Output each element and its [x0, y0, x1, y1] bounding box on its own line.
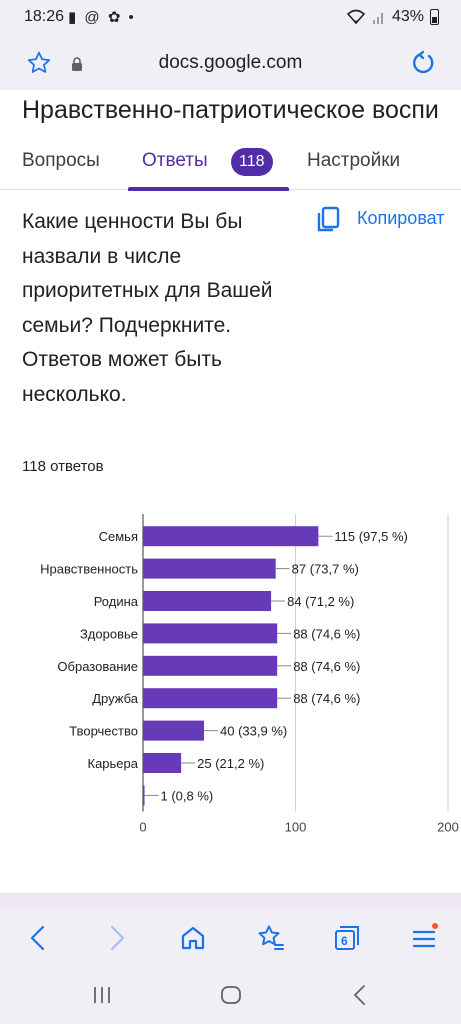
bar [143, 753, 182, 773]
answers-count-badge: 118 [231, 148, 273, 176]
data-label: 25 (21,2 %) [197, 756, 264, 771]
home-button-icon[interactable] [219, 983, 243, 1007]
x-tick-label: 0 [139, 820, 146, 835]
category-label: Нравственность [40, 562, 138, 577]
notification-icons: ▮ @ ✿ • [68, 9, 136, 26]
forward-icon[interactable] [101, 923, 131, 953]
data-label: 87 (73,7 %) [292, 562, 359, 577]
system-nav-bar [0, 969, 461, 1024]
browser-bottom-nav: 6 [0, 909, 461, 969]
copy-icon[interactable] [316, 206, 342, 234]
category-label: Образование [57, 659, 138, 674]
tab-count: 6 [341, 934, 348, 948]
copy-chart-button[interactable]: Копироват [357, 208, 445, 228]
lock-icon[interactable] [70, 56, 84, 72]
bookmark-star-icon[interactable] [26, 50, 52, 76]
category-label: Родина [94, 594, 139, 609]
bar [143, 688, 278, 709]
bar [143, 526, 319, 547]
wifi-icon [346, 9, 366, 25]
category-label: Здоровье [80, 626, 138, 641]
status-right: 43% [346, 8, 439, 26]
status-bar: 18:26 ▮ @ ✿ • 43% [0, 0, 461, 36]
url-text[interactable]: docs.google.com [158, 52, 303, 73]
form-tabs: Вопросы Ответы 118 Настройки [0, 140, 461, 191]
active-tab-indicator [128, 187, 289, 191]
data-label: 88 (74,6 %) [293, 626, 360, 641]
bar [143, 720, 204, 741]
url-bar: docs.google.com [0, 36, 461, 90]
data-label: 88 (74,6 %) [293, 659, 360, 674]
data-label: 1 (0,8 %) [161, 788, 214, 803]
responses-bar-chart: 0 100 200 Семья 115 (97,5 %) Нравственность 87… [40, 514, 459, 835]
recent-apps-icon[interactable] [90, 983, 114, 1007]
back-icon[interactable] [24, 923, 54, 953]
category-label: Дружба [92, 691, 139, 706]
response-count: 118 ответов [22, 458, 104, 475]
category-label: Творчество [69, 724, 138, 739]
bookmarks-icon[interactable] [255, 923, 285, 953]
reload-icon[interactable] [409, 49, 437, 77]
bar [143, 591, 272, 611]
question-text: Какие ценности Вы бы назвали в числе при… [22, 210, 273, 406]
tabs-icon [335, 926, 359, 950]
tabs-button[interactable]: 6 [332, 923, 362, 953]
tab-questions[interactable]: Вопросы [22, 150, 100, 171]
category-label: Карьера [88, 756, 139, 771]
bar [143, 623, 278, 644]
bar [143, 785, 145, 806]
x-tick-label: 200 [437, 820, 459, 835]
tab-answers[interactable]: Ответы [142, 150, 208, 171]
menu-icon[interactable] [409, 923, 439, 953]
data-label: 115 (97,5 %) [334, 529, 407, 544]
status-time: 18:26 [24, 8, 65, 25]
battery-percent: 43% [391, 8, 424, 25]
battery-icon [430, 9, 439, 25]
home-icon[interactable] [178, 923, 208, 953]
bar [143, 655, 278, 676]
document-title: Нравственно-патриотическое воспи [22, 96, 439, 124]
data-label: 88 (74,6 %) [293, 691, 360, 706]
bar [143, 558, 276, 579]
data-label: 84 (71,2 %) [287, 594, 354, 609]
system-back-icon[interactable] [348, 983, 372, 1007]
signal-icon [372, 13, 383, 24]
page-bottom-strip [0, 893, 461, 909]
tab-settings[interactable]: Настройки [307, 150, 401, 171]
category-label: Семья [99, 529, 138, 544]
data-label: 40 (33,9 %) [220, 724, 287, 739]
x-tick-label: 100 [285, 820, 307, 835]
